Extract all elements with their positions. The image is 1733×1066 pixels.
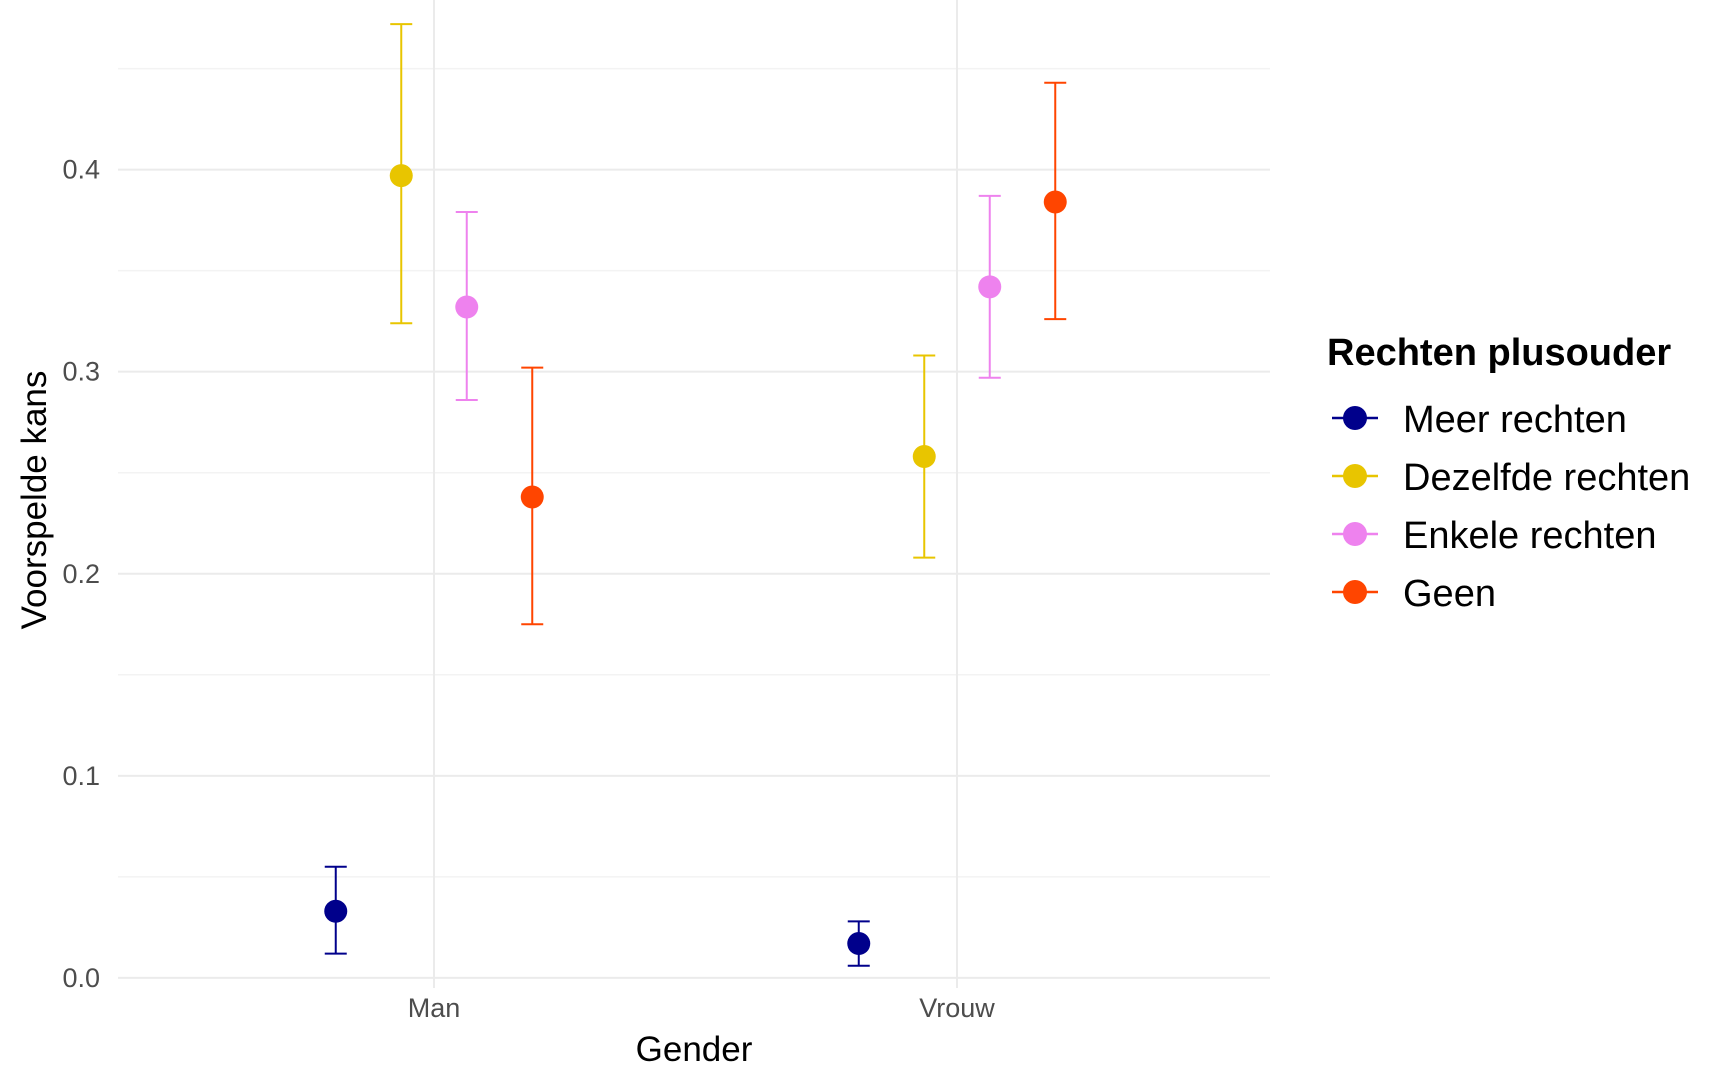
series-dezelfde-rechten xyxy=(389,23,936,559)
x-axis-title: Gender xyxy=(636,1030,753,1066)
legend: Rechten plusouder Meer rechten Dezelfde r… xyxy=(1327,332,1690,615)
legend-key-point xyxy=(1343,580,1367,604)
y-axis-ticks: 0.0 0.1 0.2 0.3 0.4 xyxy=(62,155,100,993)
y-tick-label: 0.1 xyxy=(62,761,100,791)
legend-key-point xyxy=(1343,406,1367,430)
series-layer xyxy=(324,23,1067,967)
y-tick-label: 0.0 xyxy=(62,963,100,993)
legend-title: Rechten plusouder xyxy=(1327,332,1671,374)
series-enkele-rechten xyxy=(455,194,1002,401)
legend-item: Geen xyxy=(1332,573,1496,615)
data-point xyxy=(912,445,936,469)
legend-item: Enkele rechten xyxy=(1332,515,1657,557)
y-tick-label: 0.2 xyxy=(62,559,100,589)
data-point xyxy=(389,164,413,188)
legend-key-point xyxy=(1343,464,1367,488)
legend-item: Meer rechten xyxy=(1332,399,1627,441)
y-axis-title: Voorspelde kans xyxy=(15,371,54,630)
series-geen xyxy=(520,81,1067,626)
data-point xyxy=(520,485,544,509)
data-point xyxy=(324,899,348,923)
legend-label: Geen xyxy=(1403,573,1496,615)
data-point xyxy=(978,275,1002,299)
data-point xyxy=(847,932,871,956)
legend-label: Meer rechten xyxy=(1403,399,1627,441)
x-axis-ticks: Man Vrouw xyxy=(408,993,996,1023)
legend-key-point xyxy=(1343,522,1367,546)
x-tick-label: Man xyxy=(408,993,461,1023)
legend-label: Dezelfde rechten xyxy=(1403,457,1690,499)
data-point xyxy=(455,295,479,319)
legend-label: Enkele rechten xyxy=(1403,515,1657,557)
x-tick-label: Vrouw xyxy=(919,993,995,1023)
series-meer-rechten xyxy=(324,865,871,967)
y-tick-label: 0.4 xyxy=(62,155,100,185)
data-point xyxy=(1043,190,1067,214)
y-tick-label: 0.3 xyxy=(62,357,100,387)
grid xyxy=(118,0,1270,988)
legend-item: Dezelfde rechten xyxy=(1332,457,1690,499)
legend-items: Meer rechten Dezelfde rechten Enkele recht… xyxy=(1332,399,1690,615)
